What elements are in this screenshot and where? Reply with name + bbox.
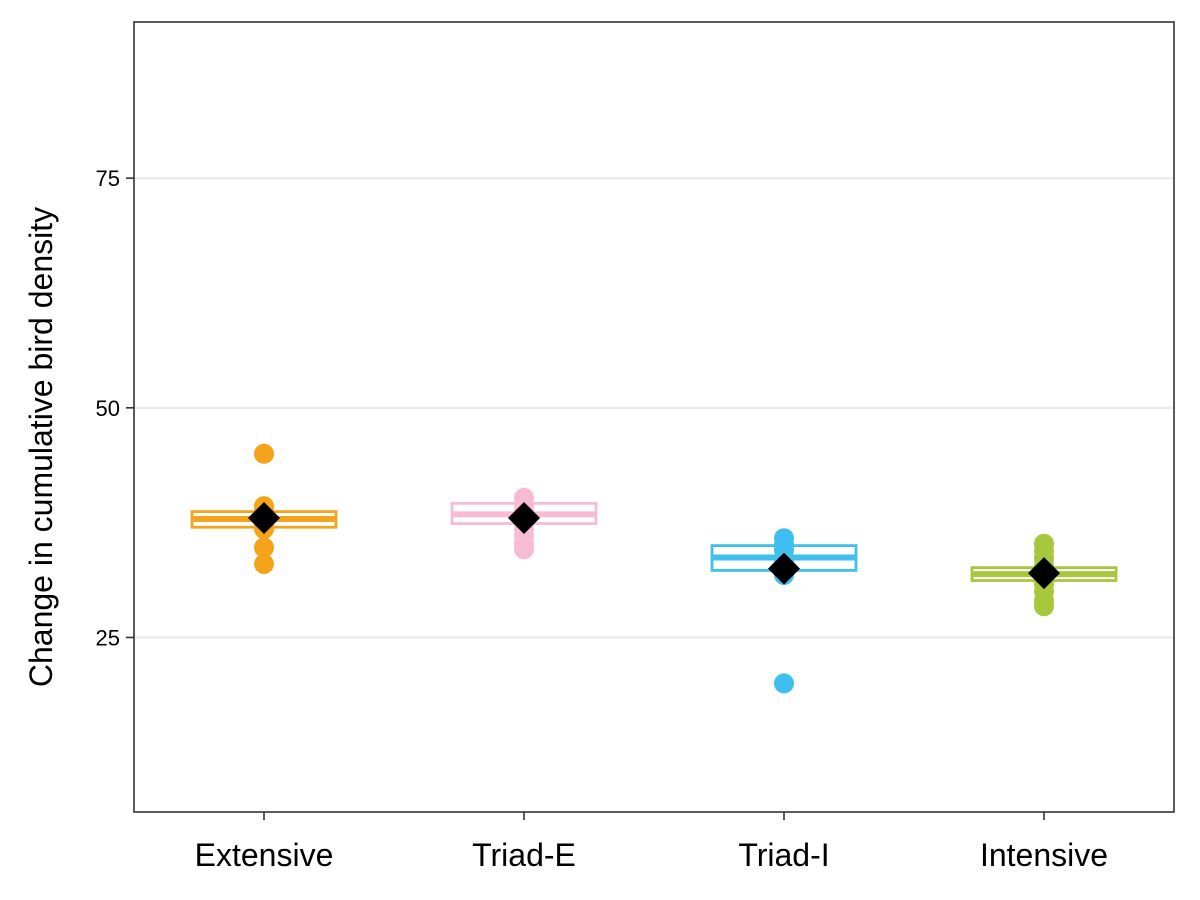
- y-axis: 25 50 75: [96, 166, 134, 650]
- y-tick-label-50: 50: [96, 396, 120, 421]
- y-tick-label-25: 25: [96, 625, 120, 650]
- point-2-9: [514, 539, 534, 560]
- mean-marker-2: [508, 502, 540, 535]
- x-tick-label-1: Extensive: [195, 837, 334, 873]
- group-4: [970, 533, 1118, 617]
- x-tick-label-2: Triad-E: [472, 837, 576, 873]
- plot-panel: [133, 21, 1175, 813]
- y-axis-title: Change in cumulative bird density: [23, 207, 59, 687]
- group-1: [190, 443, 338, 574]
- point-4-10: [1034, 596, 1054, 617]
- x-tick-label-3: Triad-I: [738, 837, 829, 873]
- mean-marker-3: [768, 552, 800, 585]
- mean-marker-4: [1028, 557, 1060, 590]
- point-1-9: [254, 553, 274, 574]
- point-1-8: [254, 537, 274, 558]
- mean-marker-1: [248, 502, 280, 535]
- group-3: [710, 528, 858, 694]
- gridlines: [134, 176, 1174, 639]
- y-tick-label-75: 75: [96, 166, 120, 191]
- point-1-1: [254, 443, 274, 464]
- x-tick-label-4: Intensive: [980, 837, 1108, 873]
- group-2: [450, 487, 598, 560]
- x-axis: Extensive Triad-E Triad-I Intensive: [195, 812, 1108, 873]
- boxplot-groups: [190, 443, 1118, 694]
- point-3-8: [774, 673, 794, 694]
